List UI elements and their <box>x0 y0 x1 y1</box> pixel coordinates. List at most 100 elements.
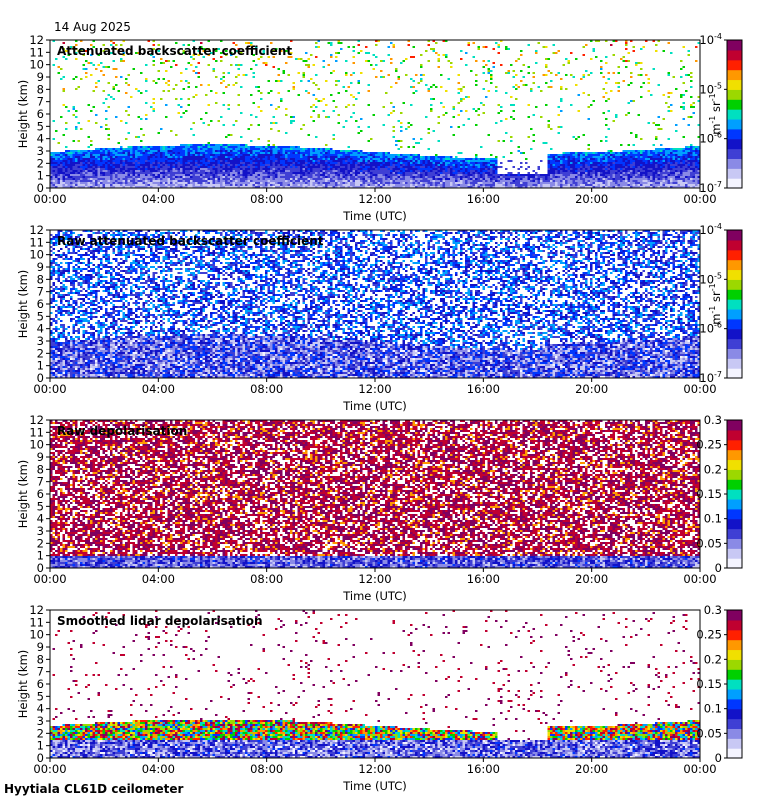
colorbar-segment <box>727 489 742 493</box>
x-axis-label: Time (UTC) <box>342 779 407 793</box>
colorbar-segment <box>727 617 742 621</box>
colorbar-segment <box>727 365 742 369</box>
colorbar-tick-label: 10-7 <box>699 370 722 385</box>
colorbar-segment <box>727 733 742 737</box>
colorbar-segment <box>727 503 742 507</box>
colorbar-segment <box>727 158 742 162</box>
x-tick-label: 00:00 <box>683 382 716 396</box>
x-tick-label: 16:00 <box>467 572 500 586</box>
colorbar-segment <box>727 674 742 678</box>
colorbar-segment <box>727 518 742 522</box>
y-tick-label: 8 <box>37 652 44 666</box>
y-tick-label: 3 <box>37 144 44 158</box>
x-tick-label: 16:00 <box>467 192 500 206</box>
colorbar-segment <box>727 550 742 554</box>
colorbar-segment <box>727 54 742 58</box>
colorbar-segment <box>727 133 742 137</box>
colorbar-segment <box>727 614 742 618</box>
colorbar-segment <box>727 429 742 433</box>
colorbar-segment <box>727 52 742 56</box>
colorbar-segment <box>727 540 742 544</box>
colorbar-segment <box>727 72 742 76</box>
colorbar-tick-label: 0.25 <box>696 438 722 452</box>
x-tick-label: 00:00 <box>683 572 716 586</box>
colorbar-segment <box>727 696 742 700</box>
colorbar-segment <box>727 42 742 46</box>
colorbar-tick-label: 0 <box>715 751 722 765</box>
y-tick-label: 12 <box>29 603 44 617</box>
x-tick-label: 04:00 <box>142 192 175 206</box>
colorbar-segment <box>727 457 742 461</box>
colorbar-unit: m-1​ sr-1​ <box>708 283 723 325</box>
x-tick-label: 08:00 <box>250 762 283 776</box>
colorbar-segment <box>727 111 742 115</box>
x-axis-label: Time (UTC) <box>342 209 407 223</box>
colorbar-segment <box>727 624 742 628</box>
x-tick-label: 12:00 <box>358 572 391 586</box>
colorbar-tick-label: 0.1 <box>704 702 722 716</box>
colorbar: 10-710-610-510-4m-1​ sr-1​ <box>699 32 743 195</box>
colorbar-frame <box>726 39 743 189</box>
colorbar-segment <box>727 96 742 100</box>
colorbar-segment <box>727 651 742 655</box>
y-tick-label: 9 <box>37 70 44 84</box>
colorbar-segment <box>727 442 742 446</box>
colorbar-tick-label: 0.3 <box>704 603 722 617</box>
x-tick-label: 04:00 <box>142 762 175 776</box>
colorbar-segment <box>727 131 742 135</box>
y-tick-label: 7 <box>37 665 44 679</box>
colorbar-segment <box>727 146 742 150</box>
y-tick-label: 3 <box>37 524 44 538</box>
colorbar-segment <box>727 291 742 295</box>
colorbar-segment <box>727 612 742 616</box>
y-tick-label: 2 <box>37 346 44 360</box>
colorbar-segment <box>727 79 742 83</box>
colorbar-segment <box>727 698 742 702</box>
x-tick-label: 04:00 <box>142 382 175 396</box>
colorbar-segment <box>727 234 742 238</box>
colorbar-segment <box>727 669 742 673</box>
colorbar-segment <box>727 735 742 739</box>
colorbar-segment <box>727 452 742 456</box>
x-tick-label: 00:00 <box>683 762 716 776</box>
colorbar-segment <box>727 434 742 438</box>
colorbar-segment <box>727 281 742 285</box>
colorbar-segment <box>727 358 742 362</box>
colorbar-segment <box>727 375 742 379</box>
colorbar-segment <box>727 743 742 747</box>
colorbar-segment <box>727 67 742 71</box>
colorbar-segment <box>727 523 742 527</box>
colorbar-segment <box>727 748 742 752</box>
colorbar-segment <box>727 543 742 547</box>
colorbar-segment <box>727 254 742 258</box>
colorbar-segment <box>727 116 742 120</box>
colorbar-segment <box>727 649 742 653</box>
colorbar-segment <box>727 173 742 177</box>
colorbar-segment <box>727 296 742 300</box>
colorbar-segment <box>727 165 742 169</box>
colorbar-segment <box>727 688 742 692</box>
y-tick-label: 12 <box>29 33 44 47</box>
colorbar-segment <box>727 163 742 167</box>
colorbar-segment <box>727 299 742 303</box>
colorbar-segment <box>727 185 742 189</box>
colorbar-segment <box>727 343 742 347</box>
y-tick-label: 12 <box>29 413 44 427</box>
colorbar-segment <box>727 178 742 182</box>
colorbar-segment <box>727 750 742 754</box>
colorbar-segment <box>727 373 742 377</box>
colorbar-segment <box>727 323 742 327</box>
x-tick-label: 08:00 <box>250 192 283 206</box>
x-axis-label: Time (UTC) <box>342 589 407 603</box>
colorbar-tick-label: 0.05 <box>696 726 722 740</box>
colorbar-segment <box>727 560 742 564</box>
colorbar-segment <box>727 355 742 359</box>
colorbar-segment <box>727 271 742 275</box>
colorbar-segment <box>727 632 742 636</box>
colorbar-segment <box>727 74 742 78</box>
x-tick-label: 20:00 <box>575 762 608 776</box>
colorbar-segment <box>727 535 742 539</box>
y-axis-label: Height (km) <box>16 650 30 719</box>
colorbar-segment <box>727 686 742 690</box>
colorbar-segment <box>727 257 742 261</box>
